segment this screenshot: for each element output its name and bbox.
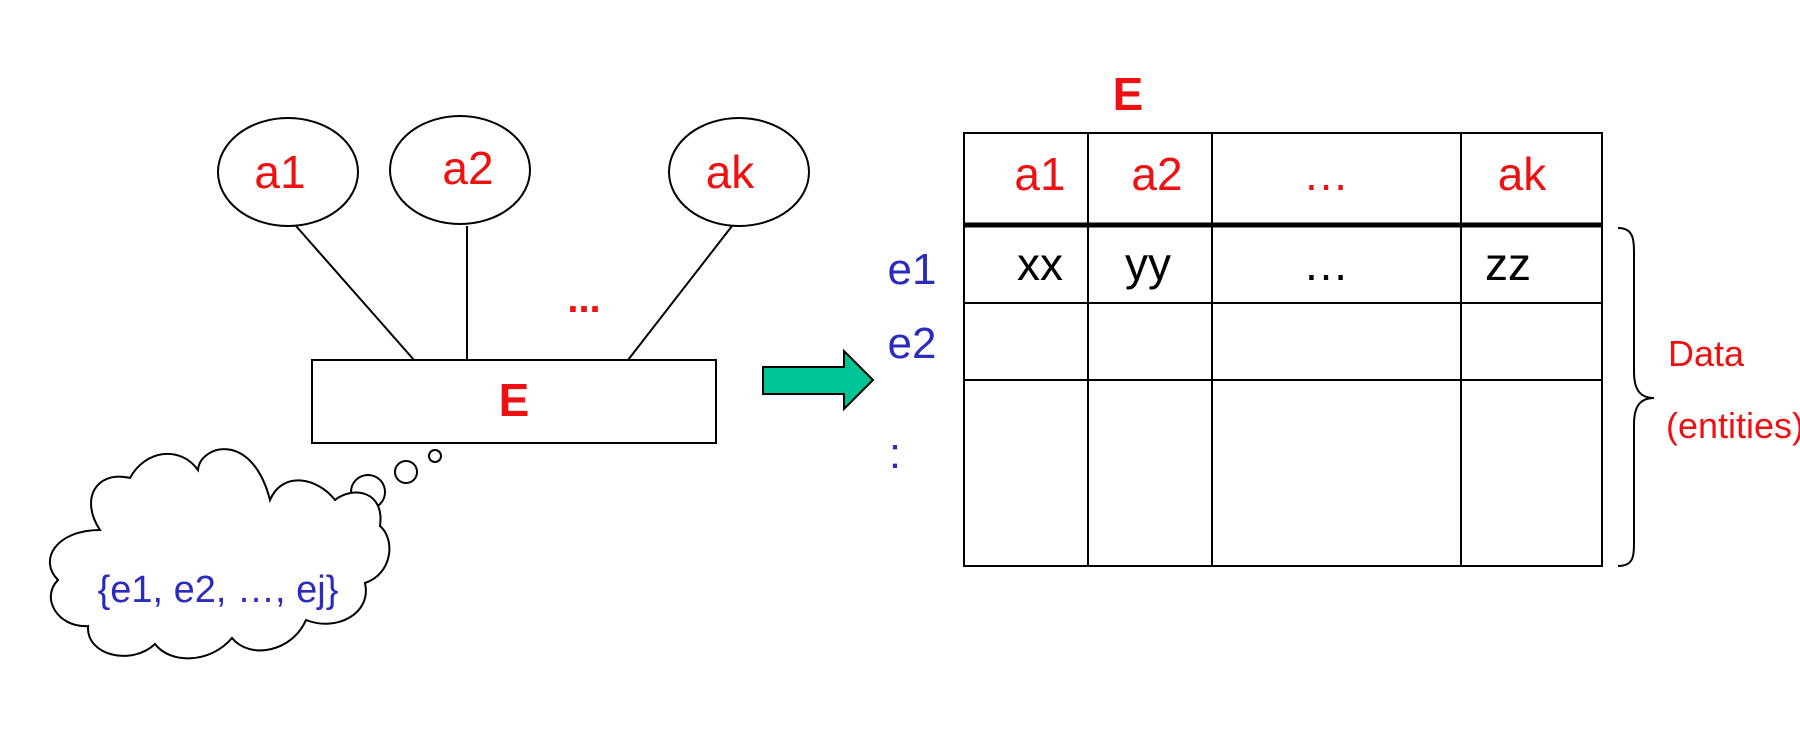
thought-bubble-small: [428, 449, 442, 463]
attr-link-ak: [627, 225, 733, 361]
col-header-a1: a1: [1014, 148, 1065, 200]
attr-ellipsis: ...: [567, 277, 600, 321]
thought-bubble-medium: [394, 460, 418, 484]
col-header-a2: a2: [1131, 148, 1182, 200]
table-title: E: [1113, 68, 1144, 120]
transform-arrow: [762, 348, 875, 412]
cell-e1-a2: yy: [1125, 238, 1171, 290]
attr-label-ak: ak: [706, 146, 756, 198]
col-header-ellipsis: …: [1303, 148, 1349, 200]
row-label-e2: e2: [888, 319, 937, 368]
attr-link-a1: [295, 225, 415, 361]
attr-ellipse-a2: [389, 115, 531, 225]
row-label-continuation: :: [889, 429, 901, 478]
entity-box: [311, 359, 717, 444]
thought-cloud: [48, 448, 391, 660]
col-header-ak: ak: [1498, 148, 1548, 200]
entity-table: E a1 a2 … ak xx yy … zz e1 e2 : Data (en…: [888, 68, 1800, 567]
attr-ellipse-ak: [668, 117, 810, 227]
cell-e1-ak: zz: [1485, 238, 1531, 290]
brace-label-entities: (entities): [1666, 405, 1800, 446]
attr-label-a1: a1: [254, 146, 305, 198]
attr-ellipse-a1: [217, 117, 359, 227]
cell-e1-a1: xx: [1017, 238, 1063, 290]
data-brace: [1617, 227, 1655, 567]
attr-label-a2: a2: [442, 142, 493, 194]
brace-label-data: Data: [1668, 333, 1745, 374]
cell-e1-ellipsis: …: [1303, 238, 1349, 290]
row-label-e1: e1: [888, 245, 937, 294]
instances-set-label: {e1, e2, …, ej}: [98, 569, 339, 611]
er-diagram: a1 a2 ak ... E {e1, e2, …, ej}: [48, 115, 810, 660]
table-frame: [963, 132, 1603, 567]
entity-label: E: [499, 374, 530, 426]
